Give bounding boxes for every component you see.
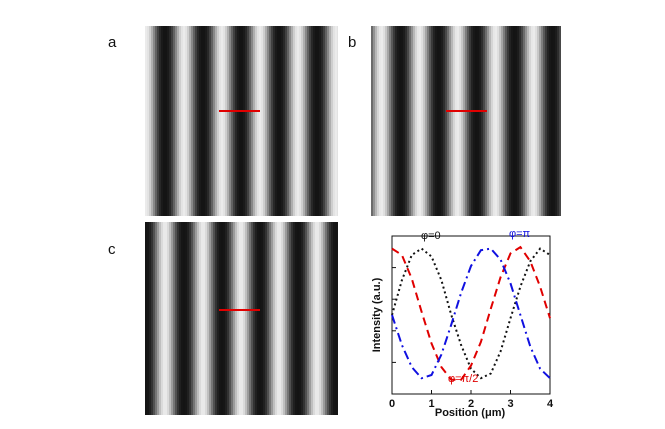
series-line-0 xyxy=(391,247,551,380)
series-line-1 xyxy=(391,245,551,381)
measurement-line-a xyxy=(219,110,260,112)
fringe-image-a xyxy=(145,26,338,216)
annotation-phi-half-pi: φ=π/2 xyxy=(448,373,478,385)
panel-label-b: b xyxy=(348,34,357,51)
x-tick-label: 2 xyxy=(468,398,474,410)
measurement-line-c xyxy=(219,309,260,311)
annotation-phi-0: φ=0 xyxy=(421,230,441,242)
series-line-2 xyxy=(391,247,551,380)
plot-ticks: 0 1 2 3 4 xyxy=(389,267,554,410)
plot-curves xyxy=(391,245,551,381)
x-tick-label: 1 xyxy=(428,398,434,410)
measurement-line-b xyxy=(446,110,487,112)
x-tick-label: 4 xyxy=(547,398,554,410)
x-axis-label: Position (μm) xyxy=(435,407,506,419)
fringe-image-b xyxy=(371,26,561,216)
y-axis-label: Intensity (a.u.) xyxy=(371,277,383,352)
x-tick-label: 0 xyxy=(389,398,395,410)
panel-label-a: a xyxy=(108,34,117,51)
annotation-phi-pi: φ=π xyxy=(509,228,531,240)
panel-label-c: c xyxy=(108,241,116,258)
x-tick-label: 3 xyxy=(507,398,513,410)
fringe-image-c xyxy=(145,222,338,415)
